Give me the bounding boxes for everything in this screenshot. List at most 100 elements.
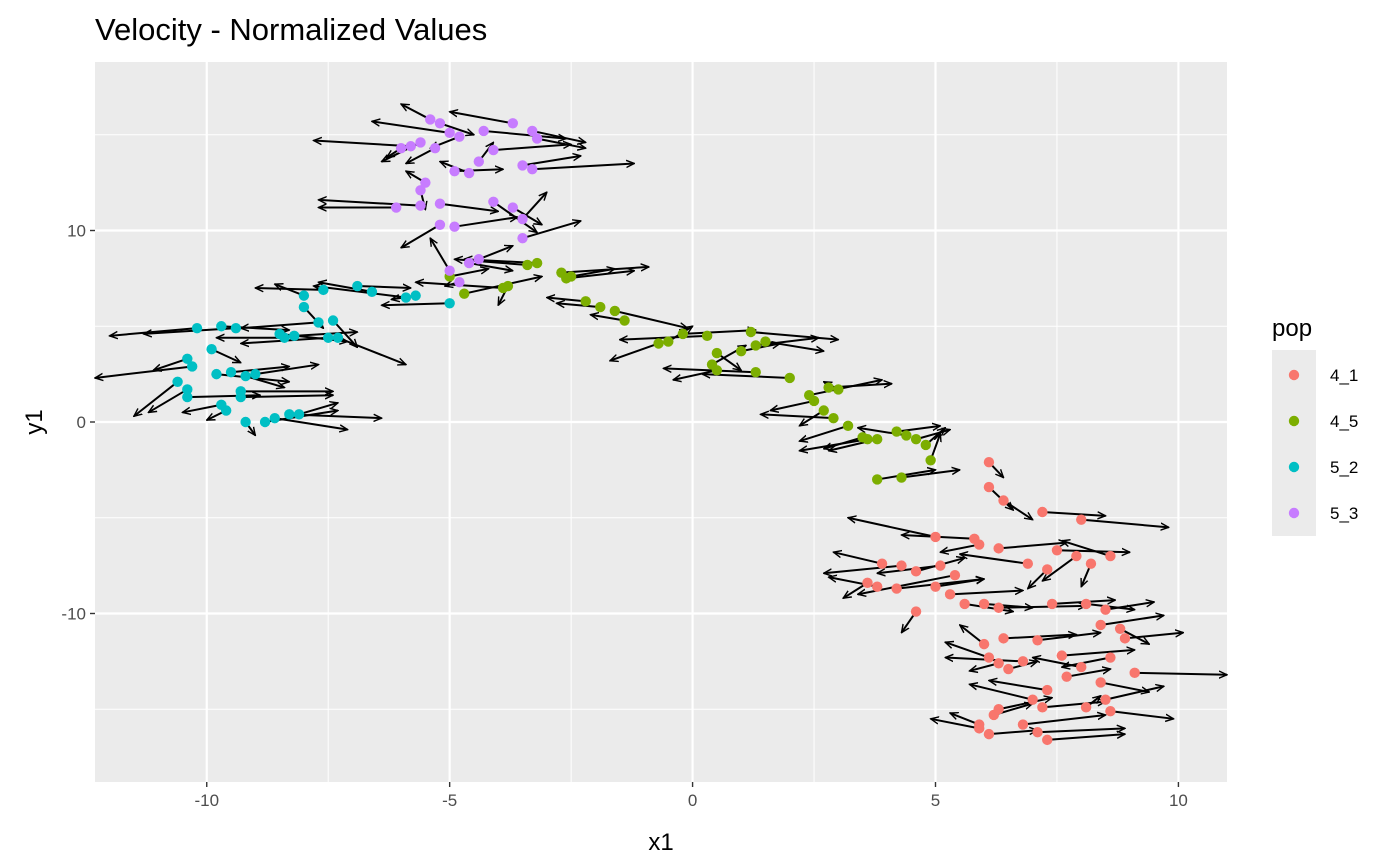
data-point-4-5 [663,336,674,347]
data-point-4-1 [1027,694,1038,705]
data-point-5-2 [186,361,198,372]
data-point-4-5 [910,434,922,445]
data-point-4-1 [1003,663,1014,675]
velocity-arrow [750,331,838,340]
data-point-4-5 [619,315,630,326]
velocity-arrow [532,163,634,171]
data-point-4-5 [891,426,902,437]
data-point-4-5 [609,305,621,317]
data-point-5-2 [366,286,378,297]
data-point-4-5 [818,405,829,416]
data-point-4-1 [1042,734,1053,746]
velocity-arrow [382,303,450,305]
data-point-5-3 [473,254,485,265]
data-point-4-1 [1129,667,1140,679]
velocity-arrow [1037,633,1101,642]
data-point-5-2 [318,284,329,296]
x-tick-label: 0 [688,791,697,810]
legend-key-background [1272,350,1316,536]
velocity-arrow [1124,633,1183,640]
data-point-5-3 [454,277,465,288]
data-point-4-1 [1037,506,1048,518]
velocity-arrow [318,200,421,207]
velocity-arrow [532,129,585,142]
velocity-arrow [988,730,1038,734]
data-point-5-2 [216,321,227,332]
data-point-5-3 [507,202,519,213]
legend-keys: 4_1 4_5 5_2 5_3 [1272,350,1358,536]
velocity-arrow [1105,602,1155,611]
data-point-5-2 [293,409,305,420]
legend-label-4-5: 4_5 [1330,412,1358,431]
velocity-arrow [557,303,601,307]
data-point-5-3 [415,185,426,196]
data-point-5-2 [332,332,344,343]
y-axis-title: y1 [21,409,48,434]
data-point-4-1 [978,598,990,610]
velocity-arrow [318,282,373,293]
velocity-arrow [478,246,513,261]
data-point-4-1 [1051,545,1063,556]
velocity-arrow [536,137,586,149]
velocity-arrow [570,269,615,278]
data-point-4-1 [1017,719,1029,730]
velocity-arrow [799,424,849,441]
y-tick-label: 10 [67,222,86,241]
data-point-4-1 [1100,604,1111,615]
data-point-4-5 [580,296,591,307]
data-point-4-1 [998,495,1009,506]
data-point-5-3 [434,198,446,209]
legend-key-4-5 [1288,415,1300,427]
legend-key-5-2 [1288,461,1300,473]
velocity-arrow [1042,555,1077,581]
data-point-5-3 [517,232,528,244]
velocity-arrow [241,321,319,328]
velocity-arrow [1062,656,1111,668]
velocity-arrow [406,147,436,165]
velocity-arrow [357,286,410,288]
legend-title: pop [1272,315,1312,342]
legend-key-4-1 [1288,369,1300,381]
data-point-4-5 [745,326,757,338]
data-point-4-1 [1105,705,1116,717]
data-point-4-5 [833,384,844,395]
velocity-arrow [682,330,756,335]
data-point-4-1 [959,598,970,610]
velocity-arrow [401,223,441,248]
velocity-arrow [940,543,980,553]
velocity-arrow [950,713,980,726]
data-point-4-5 [677,328,689,340]
data-point-4-1 [1042,564,1053,575]
data-point-4-1 [974,723,985,734]
velocity-arrow [896,426,941,433]
data-point-5-3 [527,164,538,175]
chart-title: Velocity - Normalized Values [95,12,487,47]
data-point-5-3 [517,160,528,171]
data-point-4-1 [930,581,941,592]
data-point-4-1 [993,543,1004,554]
data-point-4-1 [1017,656,1029,667]
data-point-4-5 [760,336,771,347]
data-point-5-3 [488,196,499,207]
velocity-arrow [1110,710,1173,719]
data-point-5-2 [298,301,310,313]
velocity-arrow [1100,615,1164,626]
velocity-arrow [493,144,571,152]
data-point-4-1 [871,581,883,592]
data-point-4-1 [910,606,922,617]
data-point-5-2 [298,290,310,301]
data-point-4-5 [828,412,839,424]
velocity-arrow [950,591,1023,596]
velocity-arrow [211,348,241,364]
data-point-4-1 [1061,671,1072,682]
x-axis-title: x1 [648,829,673,856]
data-point-4-1 [862,577,873,589]
data-point-4-5 [653,338,664,349]
velocity-arrow [1100,681,1150,692]
velocity-arrow [566,271,634,280]
x-tick-label: -5 [442,791,457,810]
velocity-arrow [337,336,406,365]
velocity-arrow [372,121,450,134]
data-point-4-1 [998,633,1009,644]
velocity-arrow [808,380,882,397]
